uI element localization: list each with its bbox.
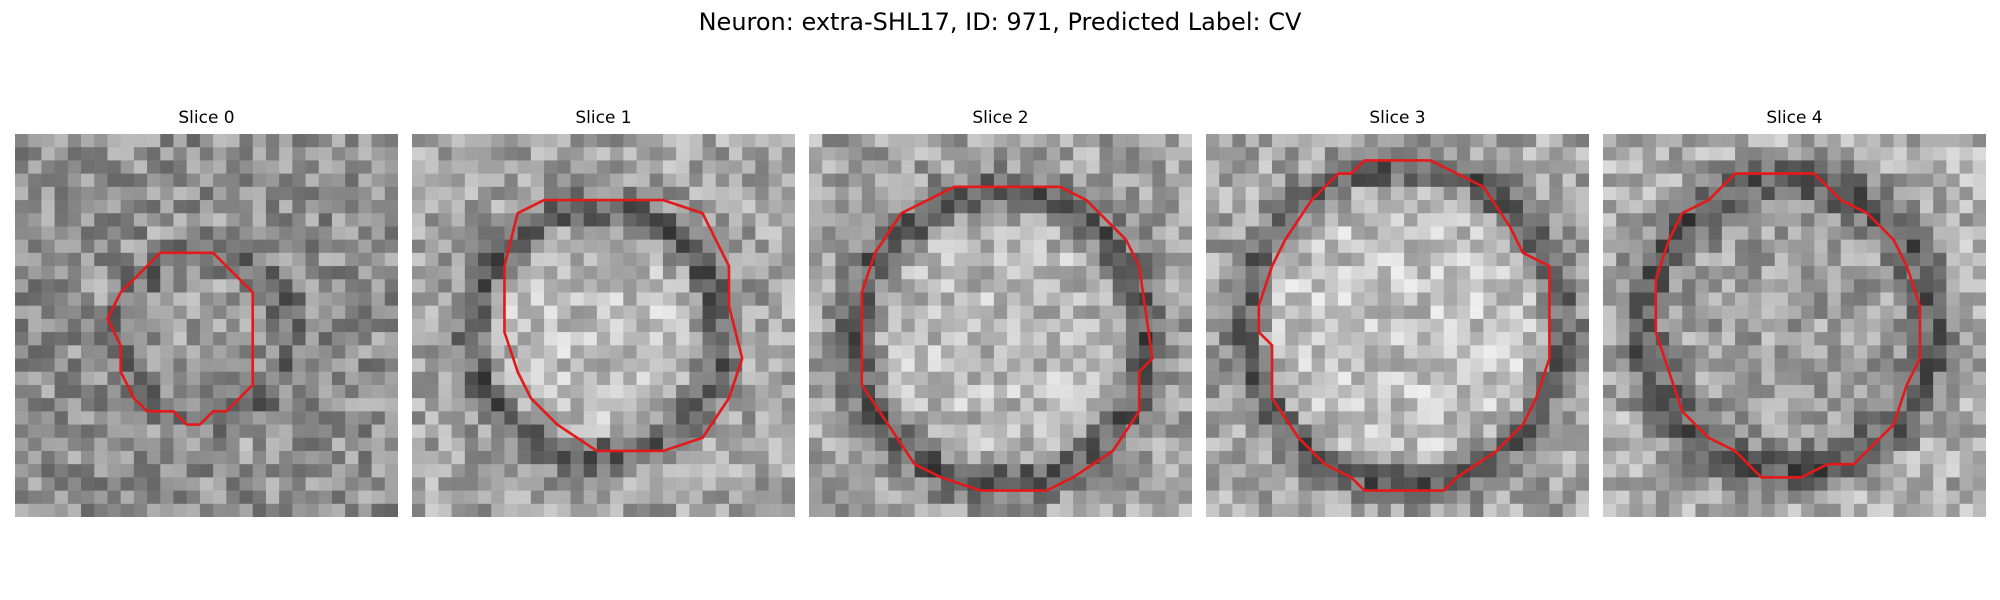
slice-image (1603, 134, 1986, 517)
slice-title: Slice 1 (575, 108, 632, 128)
slice-title: Slice 4 (1766, 108, 1823, 128)
slice-title: Slice 2 (972, 108, 1029, 128)
cell-contour (1654, 172, 1922, 479)
cell-contour (106, 251, 255, 426)
slice-image (809, 134, 1192, 517)
slice-title: Slice 3 (1369, 108, 1426, 128)
cell-contour (1257, 159, 1551, 492)
cell-contour (503, 198, 744, 453)
slice-image (412, 134, 795, 517)
slice-image (15, 134, 398, 517)
cell-contour (860, 185, 1154, 492)
slice-title: Slice 0 (178, 108, 235, 128)
figure-title: Neuron: extra-SHL17, ID: 971, Predicted … (698, 8, 1302, 36)
slice-image (1206, 134, 1589, 517)
